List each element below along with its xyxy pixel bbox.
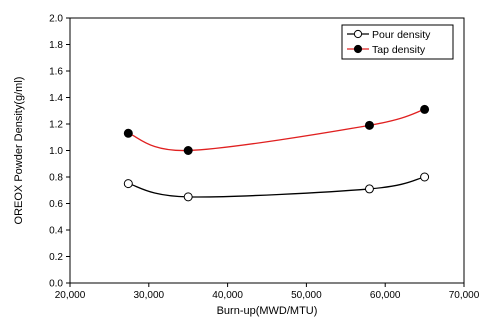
data-point-series-2: [364, 120, 374, 130]
x-tick-label: 70,000: [449, 290, 480, 301]
series-line-1: [128, 176, 425, 198]
y-tick-label: 1.4: [49, 93, 63, 104]
y-tick-label: 0.8: [49, 173, 63, 184]
y-tick-label: 0.6: [49, 199, 63, 210]
data-point-series-1: [183, 192, 193, 202]
data-point-series-1: [123, 179, 133, 189]
data-point-series-1: [420, 172, 430, 182]
y-tick-label: 1.0: [49, 146, 63, 157]
y-tick-label: 2.0: [49, 14, 63, 25]
data-point-series-2: [183, 146, 193, 155]
series-layer: [123, 104, 430, 202]
legend-box: [341, 24, 454, 60]
legend-label: Pour density: [372, 29, 431, 41]
legend-marker: [353, 29, 363, 39]
data-point-series-1: [364, 184, 374, 194]
y-tick-label: 0.2: [49, 252, 63, 263]
y-tick-label: 0.4: [49, 226, 63, 237]
data-point-series-2: [123, 128, 133, 138]
series-line-2: [128, 108, 425, 152]
y-tick-label: 1.6: [49, 67, 63, 78]
x-tick-label: 60,000: [370, 290, 401, 301]
legend: Pour density Tap density: [341, 24, 454, 60]
y-tick-label: 1.8: [49, 40, 63, 51]
x-axis-title: Burn-up(MWD/MTU): [217, 305, 318, 317]
legend-label: Tap density: [372, 44, 426, 56]
x-tick-label: 30,000: [134, 290, 165, 301]
axes: 20,000 30,000 40,000 50,000 60,000 70,000 0.0 0…: [49, 14, 480, 302]
legend-marker: [353, 44, 363, 54]
x-tick-label: 50,000: [291, 290, 322, 301]
y-tick-label: 0.0: [49, 279, 63, 290]
y-tick-label: 1.2: [49, 120, 63, 131]
data-point-series-2: [420, 104, 430, 114]
y-axis-title: OREOX Powder Density(g/ml): [13, 77, 25, 225]
plot-frame: [69, 17, 465, 284]
plot-area: [69, 17, 465, 284]
x-tick-label: 20,000: [55, 290, 86, 301]
x-tick-label: 40,000: [212, 290, 243, 301]
